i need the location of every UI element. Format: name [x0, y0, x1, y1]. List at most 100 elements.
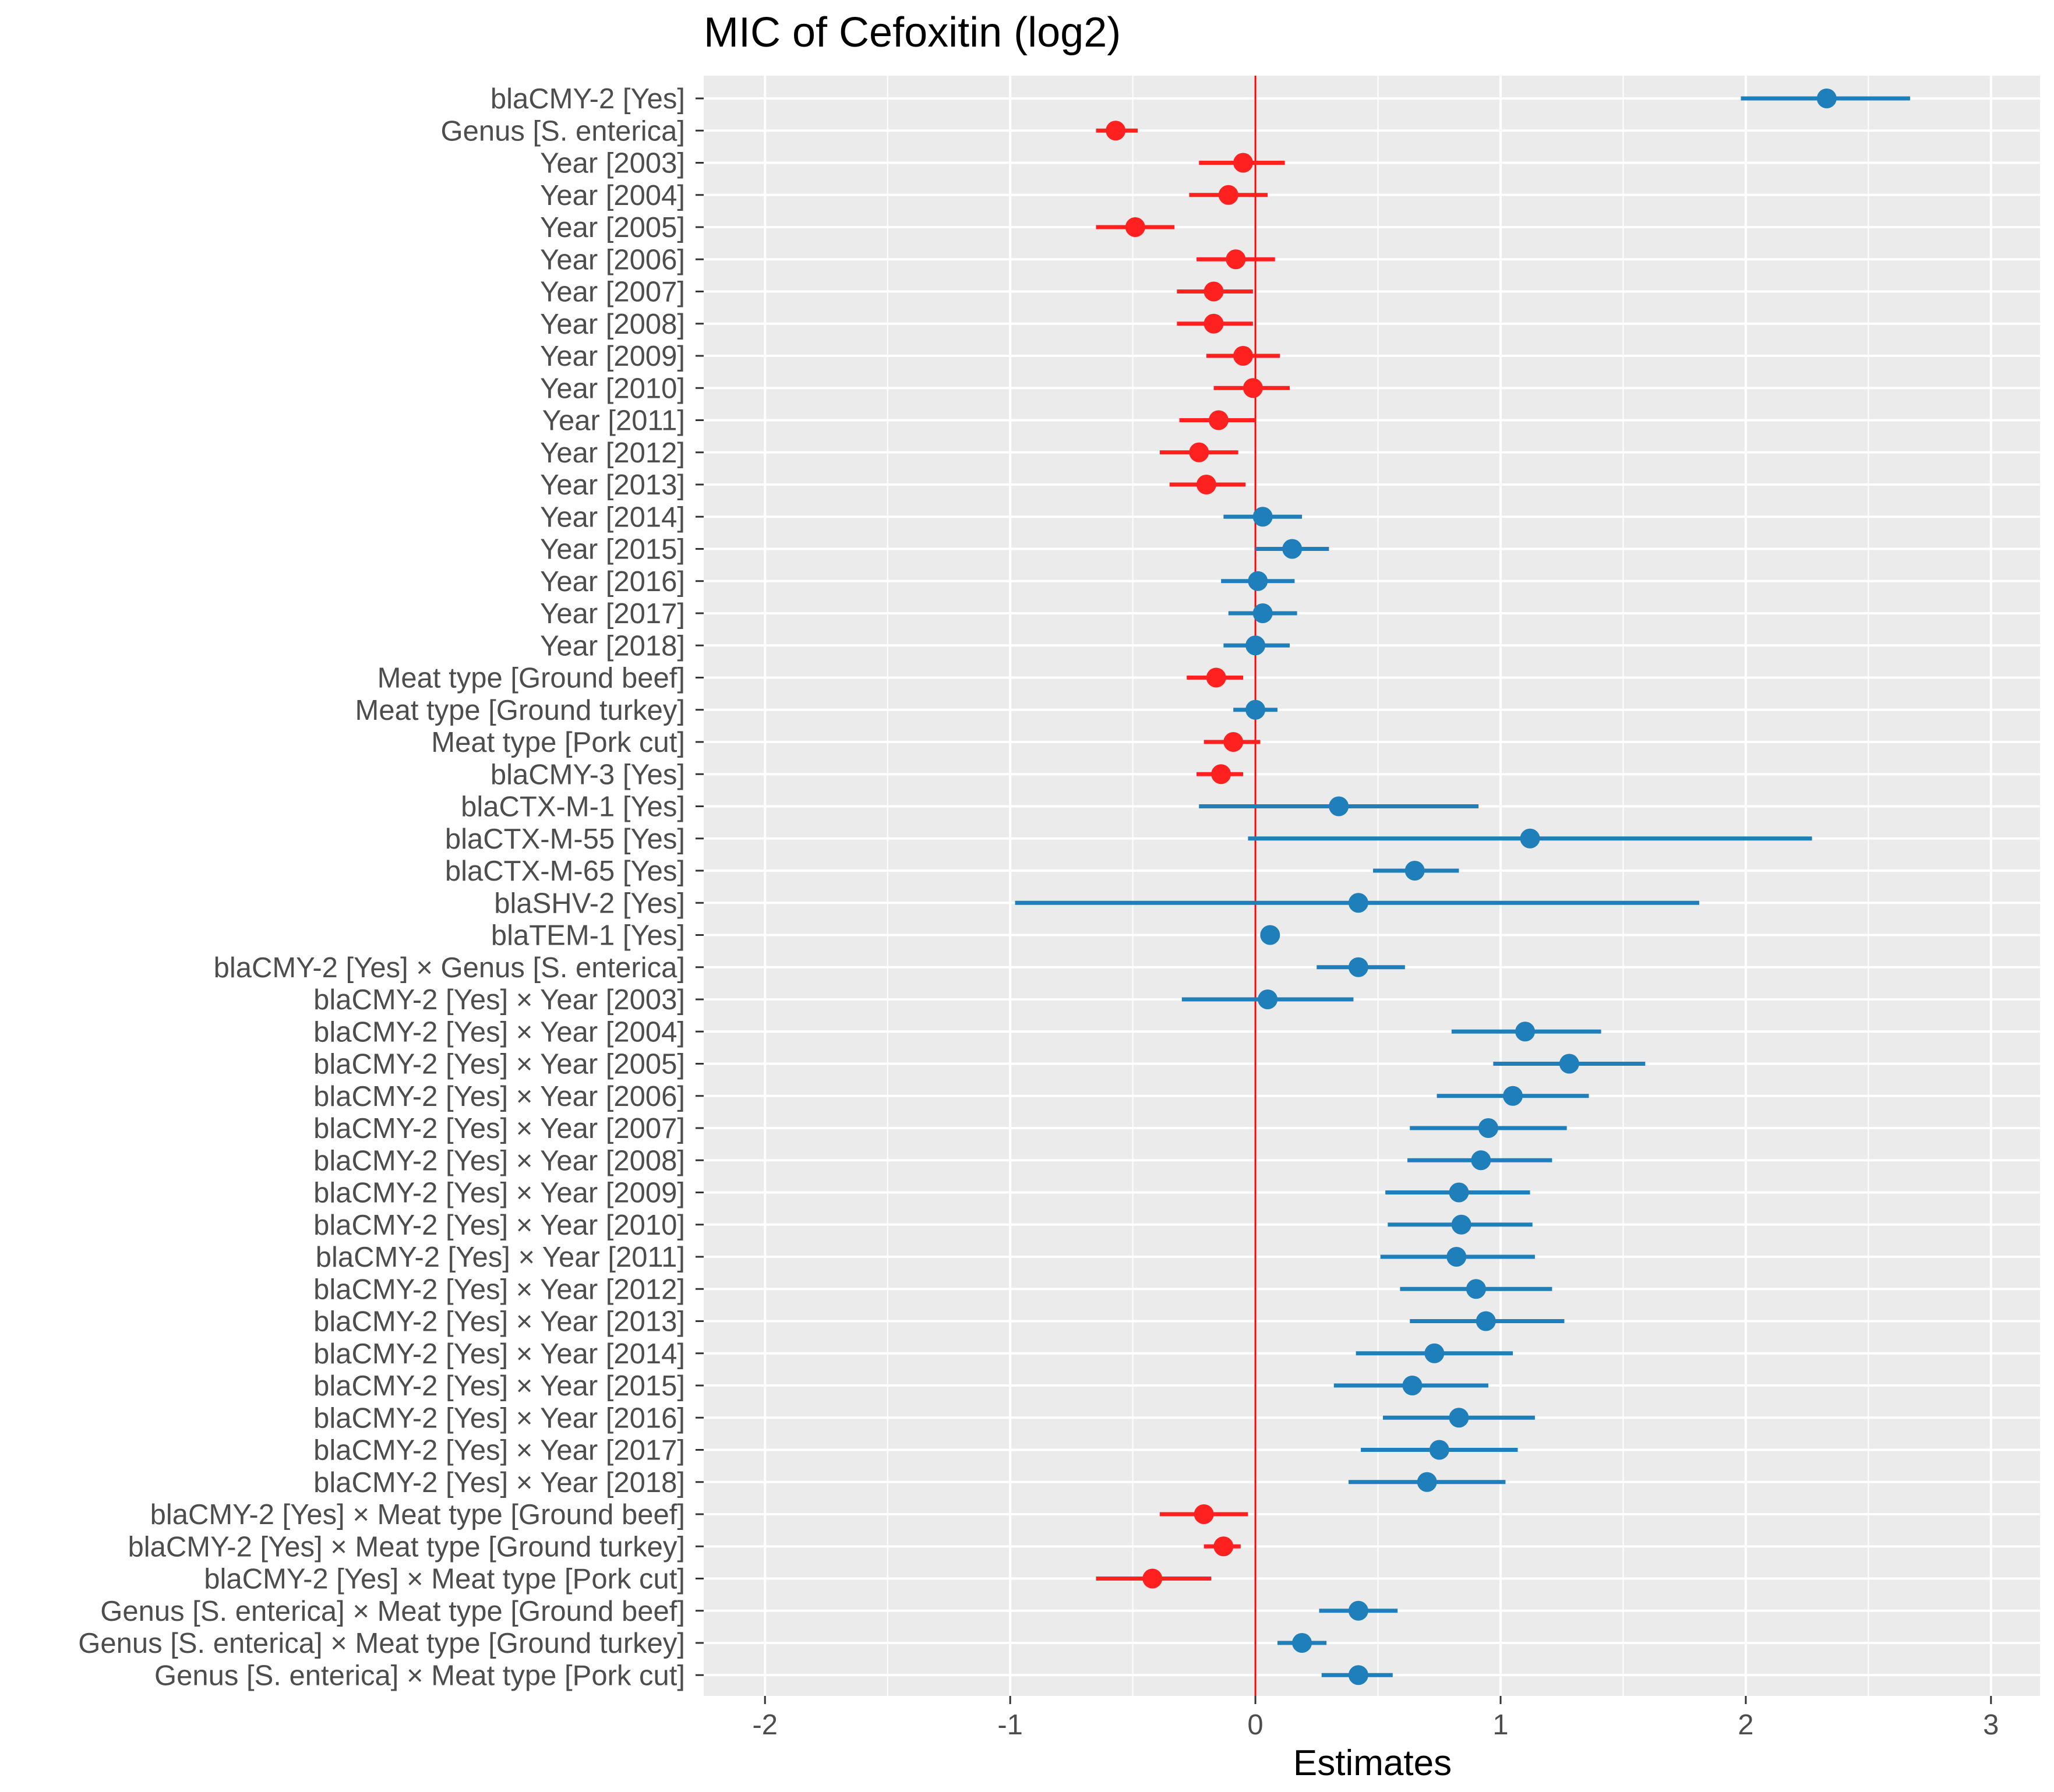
y-axis-label: blaCMY-2 [Yes] × Genus [S. enterica]	[214, 952, 685, 984]
panel-background	[704, 76, 2040, 1696]
estimate-point	[1404, 861, 1425, 881]
y-axis-label: Year [2005]	[540, 212, 685, 243]
y-axis-label: blaCMY-2 [Yes] × Year [2004]	[313, 1016, 685, 1048]
estimate-point	[1503, 1086, 1523, 1106]
estimate-point	[1471, 1150, 1491, 1171]
estimate-point	[1189, 442, 1209, 462]
estimate-point	[1402, 1376, 1423, 1395]
estimate-point	[1348, 1665, 1368, 1685]
y-axis-label: Year [2012]	[540, 437, 685, 469]
estimate-point	[1206, 667, 1226, 688]
y-axis-label: blaCTX-M-55 [Yes]	[445, 823, 685, 855]
y-axis-label: blaCTX-M-1 [Yes]	[461, 791, 685, 823]
x-axis-title: Estimates	[1293, 1743, 1452, 1783]
y-axis-label: Year [2018]	[540, 630, 685, 662]
y-axis-label: blaCMY-2 [Yes] × Year [2018]	[313, 1467, 685, 1498]
estimate-point	[1233, 153, 1254, 173]
y-axis-label: blaCMY-2 [Yes] × Year [2003]	[313, 984, 685, 1016]
y-axis-label: Genus [S. enterica]	[441, 115, 685, 147]
y-axis-label: Year [2003]	[540, 148, 685, 179]
estimate-point	[1142, 1568, 1163, 1589]
estimate-point	[1258, 989, 1278, 1009]
y-axis-label: Year [2009]	[540, 341, 685, 372]
estimate-point	[1208, 410, 1229, 430]
estimate-point	[1559, 1054, 1579, 1074]
y-axis-label: blaCMY-2 [Yes] × Year [2010]	[313, 1210, 685, 1241]
estimate-point	[1476, 1311, 1496, 1331]
x-axis-ticks: -2 -1 0 1 2 3	[752, 1696, 1999, 1741]
y-axis-label: blaSHV-2 [Yes]	[494, 888, 685, 919]
y-axis-label: blaCMY-2 [Yes] × Year [2011]	[316, 1242, 685, 1273]
estimate-point	[1196, 475, 1216, 494]
chart-title: MIC of Cefoxitin (log2)	[704, 9, 1121, 56]
estimate-point	[1446, 1247, 1467, 1267]
y-axis-label: Year [2017]	[540, 598, 685, 630]
estimate-point	[1292, 1633, 1312, 1653]
y-axis-label: Meat type [Ground turkey]	[355, 695, 686, 726]
y-axis-label: Year [2006]	[540, 244, 685, 275]
estimate-point	[1204, 281, 1224, 302]
y-axis-label: blaCMY-2 [Yes] × Year [2013]	[313, 1306, 685, 1338]
x-tick-label: -1	[997, 1709, 1023, 1741]
estimate-point	[1213, 1536, 1234, 1557]
estimate-point	[1252, 507, 1273, 527]
estimate-point	[1520, 828, 1540, 849]
estimate-point	[1429, 1440, 1449, 1460]
estimate-point	[1106, 121, 1126, 141]
y-axis-label: Year [2016]	[540, 566, 685, 598]
y-axis-label: Year [2010]	[540, 373, 685, 404]
estimate-point	[1204, 313, 1224, 334]
y-axis-label: blaCMY-2 [Yes] × Meat type [Pork cut]	[204, 1564, 685, 1595]
y-axis-label: blaCMY-2 [Yes] × Year [2015]	[313, 1370, 685, 1402]
estimate-point	[1348, 1600, 1368, 1621]
x-tick-label: -2	[752, 1709, 778, 1741]
y-axis-label: blaCMY-2 [Yes] × Year [2007]	[313, 1113, 685, 1144]
estimate-point	[1245, 699, 1266, 720]
estimate-point	[1816, 89, 1837, 108]
y-axis-label: blaCMY-2 [Yes] × Year [2009]	[313, 1178, 685, 1209]
estimate-point	[1451, 1214, 1471, 1235]
y-axis-label: blaCMY-2 [Yes] × Year [2005]	[313, 1049, 685, 1080]
y-axis-label: blaCMY-2 [Yes]	[490, 83, 685, 115]
y-axis-label: Year [2015]	[540, 534, 685, 565]
estimate-point	[1211, 764, 1231, 784]
y-axis-label: blaCTX-M-65 [Yes]	[445, 856, 685, 887]
y-axis-label: blaCMY-2 [Yes] × Year [2012]	[313, 1274, 685, 1305]
estimate-point	[1243, 378, 1263, 398]
estimate-point	[1248, 571, 1268, 591]
y-axis-label: blaCMY-2 [Yes] × Year [2017]	[313, 1435, 685, 1466]
x-tick-label: 3	[1983, 1709, 1999, 1741]
estimate-point	[1417, 1472, 1437, 1492]
y-axis-label: Meat type [Pork cut]	[431, 727, 685, 758]
estimate-point	[1260, 925, 1280, 945]
estimate-point	[1449, 1408, 1469, 1428]
plot-panel	[704, 76, 2040, 1696]
estimate-point	[1194, 1504, 1214, 1524]
y-axis-labels: blaCMY-2 [Yes]Genus [S. enterica]Year [2…	[78, 83, 704, 1691]
estimate-point	[1449, 1182, 1469, 1203]
y-axis-label: Genus [S. enterica] × Meat type [Ground …	[78, 1628, 685, 1659]
estimate-point	[1329, 796, 1349, 817]
y-axis-label: Genus [S. enterica] × Meat type [Ground …	[100, 1596, 685, 1627]
y-axis-label: blaCMY-2 [Yes] × Year [2016]	[313, 1402, 685, 1434]
y-axis-label: Year [2011]	[542, 405, 685, 437]
y-axis-label: Year [2007]	[540, 277, 685, 308]
estimate-point	[1226, 249, 1246, 270]
y-axis-label: blaTEM-1 [Yes]	[491, 920, 685, 952]
y-axis-label: blaCMY-2 [Yes] × Year [2014]	[313, 1338, 685, 1370]
x-tick-label: 0	[1247, 1709, 1263, 1741]
estimate-point	[1478, 1118, 1498, 1138]
y-axis-label: Year [2013]	[540, 469, 685, 501]
estimate-point	[1245, 635, 1266, 656]
y-axis-label: Meat type [Ground beef]	[377, 663, 685, 694]
estimate-point	[1348, 957, 1368, 977]
estimate-point	[1223, 732, 1244, 752]
y-axis-label: Year [2008]	[540, 309, 685, 340]
estimate-point	[1424, 1343, 1445, 1363]
y-axis-label: Genus [S. enterica] × Meat type [Pork cu…	[154, 1660, 685, 1691]
x-tick-label: 1	[1492, 1709, 1508, 1741]
estimate-point	[1218, 185, 1238, 205]
y-axis-label: Year [2014]	[540, 501, 685, 533]
y-axis-label: blaCMY-2 [Yes] × Year [2006]	[313, 1081, 685, 1112]
estimate-point	[1233, 346, 1254, 366]
